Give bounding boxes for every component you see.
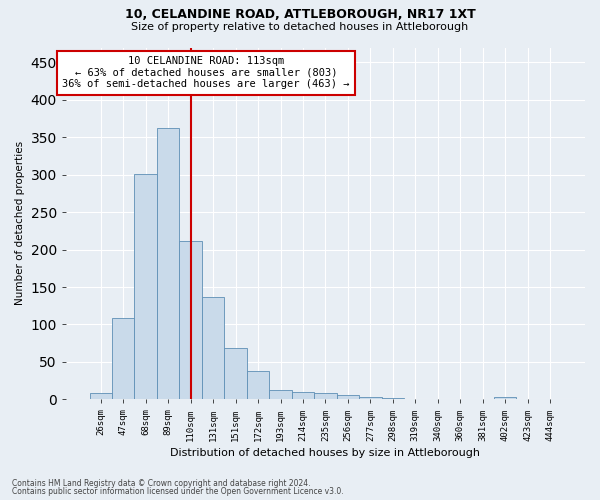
- Bar: [382, 398, 404, 400]
- Bar: [89, 394, 112, 400]
- Bar: [494, 397, 517, 400]
- Text: Contains HM Land Registry data © Crown copyright and database right 2024.: Contains HM Land Registry data © Crown c…: [12, 478, 311, 488]
- X-axis label: Distribution of detached houses by size in Attleborough: Distribution of detached houses by size …: [170, 448, 481, 458]
- Bar: [202, 298, 224, 400]
- Y-axis label: Number of detached properties: Number of detached properties: [15, 142, 25, 306]
- Bar: [247, 371, 269, 400]
- Bar: [359, 397, 382, 400]
- Bar: [224, 348, 247, 400]
- Bar: [134, 174, 157, 400]
- Text: Size of property relative to detached houses in Attleborough: Size of property relative to detached ho…: [131, 22, 469, 32]
- Bar: [269, 390, 292, 400]
- Text: Contains public sector information licensed under the Open Government Licence v3: Contains public sector information licen…: [12, 487, 344, 496]
- Bar: [157, 128, 179, 400]
- Bar: [292, 392, 314, 400]
- Bar: [179, 240, 202, 400]
- Bar: [314, 392, 337, 400]
- Text: 10, CELANDINE ROAD, ATTLEBOROUGH, NR17 1XT: 10, CELANDINE ROAD, ATTLEBOROUGH, NR17 1…: [125, 8, 475, 20]
- Bar: [337, 395, 359, 400]
- Bar: [112, 318, 134, 400]
- Text: 10 CELANDINE ROAD: 113sqm
← 63% of detached houses are smaller (803)
36% of semi: 10 CELANDINE ROAD: 113sqm ← 63% of detac…: [62, 56, 350, 90]
